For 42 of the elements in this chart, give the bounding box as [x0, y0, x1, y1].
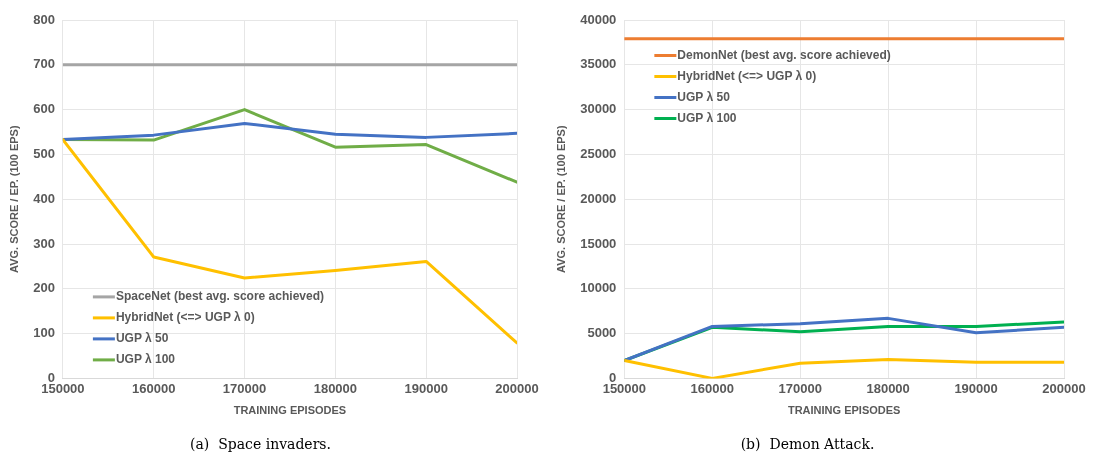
x-tick-label: 170000 — [222, 380, 267, 396]
x-tick-label: 170000 — [778, 380, 822, 396]
text: (a) Space invaders. — [190, 436, 331, 453]
x-tick-label: 160000 — [690, 380, 734, 396]
y-tick-label: 800 — [33, 11, 55, 27]
x-tick-label: 180000 — [313, 380, 358, 396]
legend-label: HybridNet (<=> UGP λ 0) — [115, 310, 255, 325]
legend-label: UGP λ 100 — [115, 352, 176, 367]
legend-label: HybridNet (<=> UGP λ 0) — [677, 68, 817, 83]
legend-label: UGP λ 100 — [677, 110, 737, 125]
legend-label: SpaceNet (best avg. score achieved) — [115, 289, 324, 304]
x-tick-label: 190000 — [404, 380, 448, 396]
x-tick-label: 190000 — [954, 380, 998, 396]
text: (b) Demon Attack. — [740, 436, 875, 453]
y-tick-label: 0 — [609, 369, 617, 385]
legend-label: DemonNet (best avg. score achieved) — [677, 47, 891, 62]
y-tick-label: 25000 — [580, 145, 617, 161]
y-tick-label: 35000 — [580, 56, 617, 72]
x-tick-label: 200000 — [1042, 380, 1086, 396]
y-tick-label: 15000 — [580, 235, 617, 251]
y-tick-label: 5000 — [587, 325, 617, 341]
y-axis-title: AVG. SCORE / EP. (100 EPS) — [554, 125, 567, 273]
y-tick-label: 700 — [33, 56, 55, 72]
y-tick-label: 10000 — [580, 280, 617, 296]
legend-label: UGP λ 50 — [115, 331, 169, 346]
y-tick-label: 20000 — [580, 190, 617, 206]
y-tick-label: 200 — [33, 280, 55, 296]
x-tick-label: 200000 — [495, 380, 539, 396]
y-tick-label: 300 — [33, 235, 55, 251]
y-tick-label: 500 — [33, 145, 55, 161]
y-tick-label: 400 — [33, 190, 55, 206]
y-tick-label: 0 — [47, 369, 55, 385]
y-tick-label: 40000 — [580, 11, 617, 27]
x-tick-label: 180000 — [866, 380, 910, 396]
legend-label: UGP λ 50 — [677, 89, 731, 104]
y-tick-label: 100 — [33, 325, 55, 341]
x-axis-title: TRAINING EPISODES — [787, 403, 901, 416]
x-tick-label: 160000 — [132, 380, 176, 396]
y-tick-label: 30000 — [580, 101, 617, 117]
x-axis-title: TRAINING EPISODES — [233, 403, 347, 416]
y-axis-title: AVG. SCORE / EP. (100 EPS) — [7, 125, 20, 273]
y-tick-label: 600 — [33, 101, 55, 117]
